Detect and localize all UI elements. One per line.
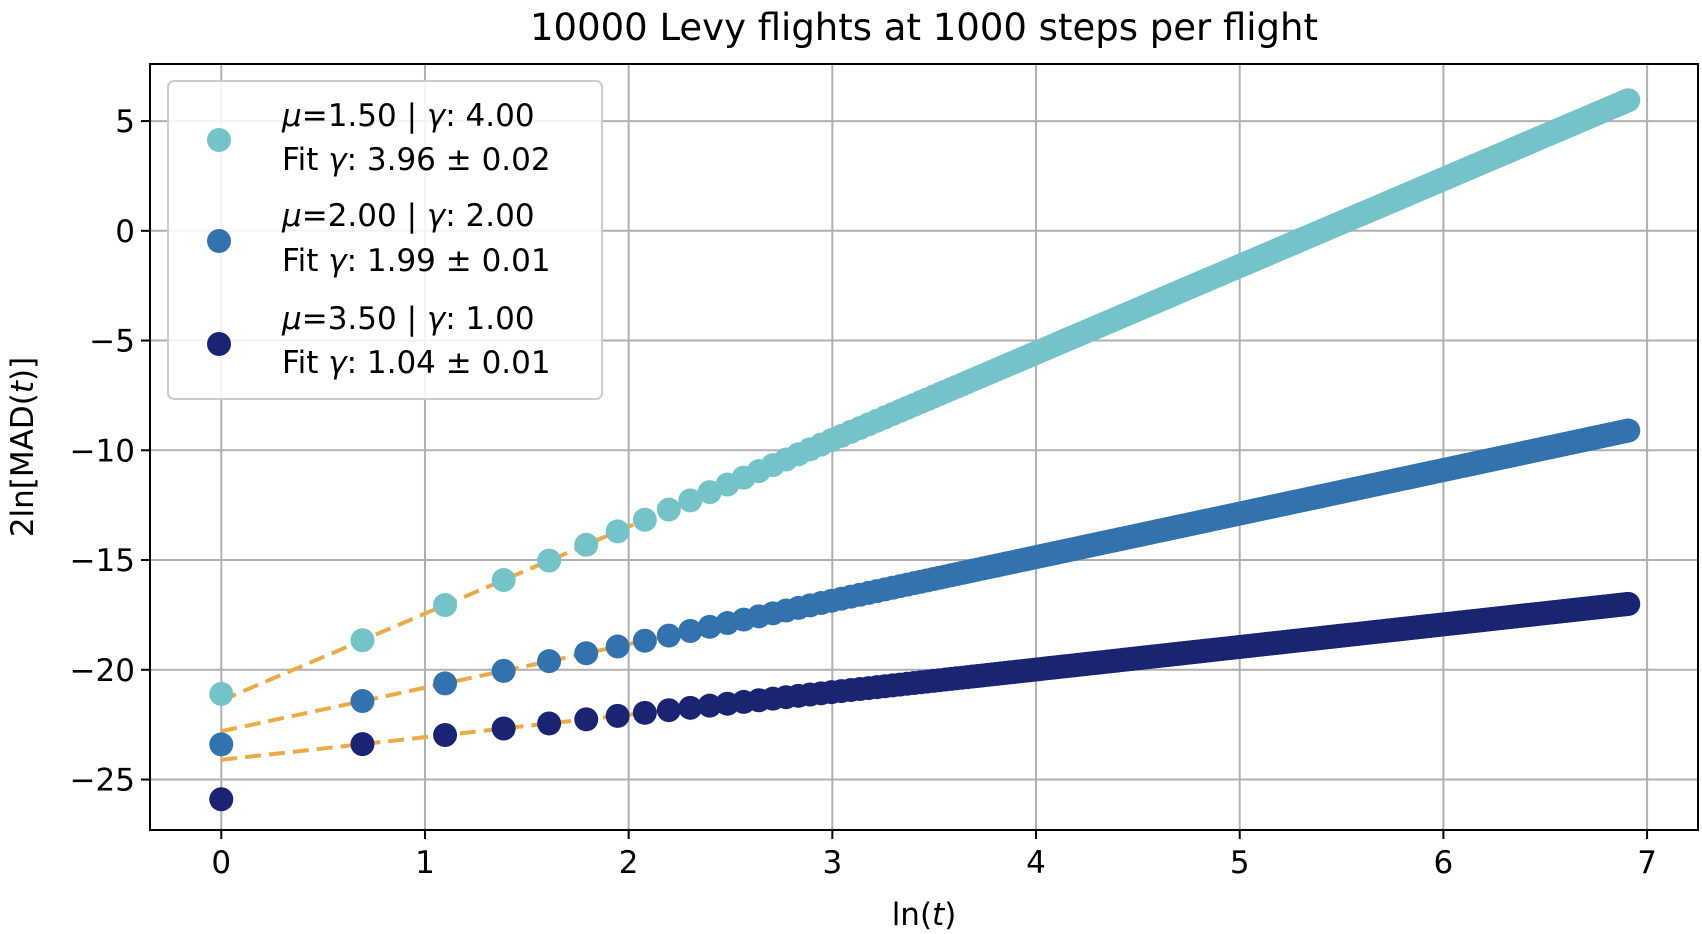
data-point <box>678 695 703 720</box>
legend-marker-series-3 <box>207 332 231 356</box>
y-axis-label-part: 2ln[MAD( <box>5 393 41 537</box>
y-tick-label: 5 <box>115 104 135 140</box>
data-point <box>350 628 375 653</box>
legend-series-2-line-2: Fit γ: 1.99 ± 0.01 <box>282 243 551 279</box>
data-point <box>433 593 458 618</box>
x-axis-label-var: t <box>932 897 946 933</box>
legend-mu: μ <box>281 198 302 234</box>
x-axis-label-part: ) <box>944 897 956 933</box>
y-axis-label-var: t <box>5 379 41 393</box>
data-point <box>537 548 562 573</box>
legend-series-3-line-2: Fit γ: 1.04 ± 0.01 <box>282 345 551 381</box>
scatter-series-2 <box>209 418 1641 757</box>
data-point <box>697 693 722 718</box>
data-point <box>632 628 657 653</box>
data-point <box>491 658 516 683</box>
data-point <box>537 649 562 674</box>
legend-series-2-line-1: μ=2.00 | γ: 2.00 <box>281 198 535 234</box>
data-points <box>209 88 1641 812</box>
data-point <box>433 722 458 747</box>
data-point <box>656 698 681 723</box>
y-tick-label: −20 <box>70 653 135 689</box>
data-point <box>209 787 234 812</box>
legend-text: : 1.04 ± 0.01 <box>347 345 551 381</box>
x-tick-label: 4 <box>1026 845 1046 881</box>
data-point <box>574 641 599 666</box>
data-point <box>632 700 657 725</box>
y-tick-label: −15 <box>70 543 135 579</box>
y-tick-label: −5 <box>89 324 135 360</box>
legend-gamma: γ <box>427 301 447 337</box>
legend: μ=1.50 | γ: 4.00 Fit γ: 3.96 ± 0.02 μ=2.… <box>167 80 603 400</box>
legend-marker-series-2 <box>207 229 231 253</box>
y-tick-label: 0 <box>115 214 135 250</box>
legend-text: : 1.00 <box>445 301 534 337</box>
scatter-series-3 <box>209 591 1641 812</box>
data-point <box>632 507 657 532</box>
data-point <box>350 732 375 757</box>
legend-text: Fit <box>282 142 328 178</box>
data-point <box>491 716 516 741</box>
data-point <box>209 732 234 757</box>
data-point <box>350 689 375 714</box>
legend-text: : 2.00 <box>445 198 534 234</box>
legend-text: : 1.99 ± 0.01 <box>347 243 551 279</box>
data-point <box>537 711 562 736</box>
legend-box <box>167 80 603 400</box>
data-point <box>574 707 599 732</box>
data-point <box>433 671 458 696</box>
data-point <box>574 532 599 557</box>
legend-text: =2.00 | <box>302 198 427 234</box>
legend-text: : 4.00 <box>445 98 534 134</box>
legend-gamma: γ <box>328 142 348 178</box>
x-axis-label: ln(t) <box>892 897 957 933</box>
x-tick-label: 5 <box>1230 845 1250 881</box>
chart-title: 10000 Levy flights at 1000 steps per fli… <box>530 6 1318 49</box>
plot-frame <box>149 63 1699 831</box>
data-point <box>656 497 681 522</box>
x-tick-label: 2 <box>619 845 639 881</box>
legend-mu: μ <box>281 301 302 337</box>
legend-series-3-line-1: μ=3.50 | γ: 1.00 <box>281 301 535 337</box>
x-tick-label: 7 <box>1637 845 1657 881</box>
legend-gamma: γ <box>427 198 447 234</box>
x-axis-label-part: ln( <box>892 897 932 933</box>
y-axis-label-part: )] <box>5 357 41 381</box>
legend-text: : 3.96 ± 0.02 <box>347 142 551 178</box>
legend-gamma: γ <box>328 243 348 279</box>
legend-mu: μ <box>281 98 302 134</box>
legend-series-1-line-2: Fit γ: 3.96 ± 0.02 <box>282 142 551 178</box>
legend-text: Fit <box>282 345 328 381</box>
data-point <box>209 681 234 706</box>
x-tick-label: 3 <box>822 845 842 881</box>
data-point <box>605 703 630 728</box>
y-tick-label: −25 <box>70 763 135 799</box>
data-point <box>1616 418 1641 443</box>
legend-text: =1.50 | <box>302 98 427 134</box>
legend-marker-series-1 <box>207 128 231 152</box>
data-point <box>605 519 630 544</box>
legend-text: Fit <box>282 243 328 279</box>
data-point <box>656 623 681 648</box>
x-tick-label: 0 <box>211 845 231 881</box>
data-point <box>1616 88 1641 113</box>
data-point <box>491 568 516 593</box>
scatter-series-1 <box>209 88 1641 706</box>
x-tick-label: 1 <box>415 845 435 881</box>
legend-text: =3.50 | <box>302 301 427 337</box>
axis-ticks: 0 1 2 3 4 5 6 7 5 0 −5 −10 −15 −20 −25 <box>70 104 1657 881</box>
y-axis-label: 2ln[MAD(t)] <box>5 357 41 537</box>
data-point <box>678 619 703 643</box>
data-point <box>605 634 630 659</box>
legend-series-1-line-1: μ=1.50 | γ: 4.00 <box>281 98 535 134</box>
data-point <box>678 488 703 513</box>
legend-gamma: γ <box>328 345 348 381</box>
data-point <box>1616 591 1641 616</box>
x-tick-label: 6 <box>1434 845 1454 881</box>
legend-gamma: γ <box>427 98 447 134</box>
y-tick-label: −10 <box>70 433 135 469</box>
